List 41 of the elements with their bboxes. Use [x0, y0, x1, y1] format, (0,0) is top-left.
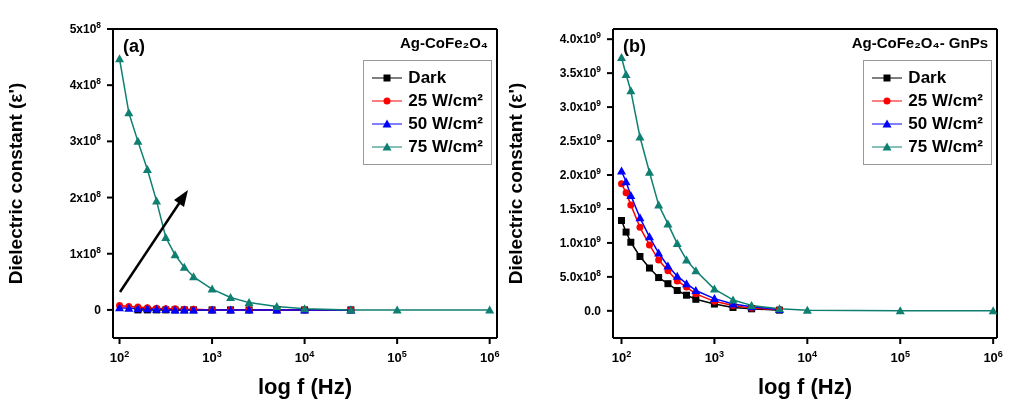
chart-title: (b) [623, 36, 646, 57]
x-tick-label: 10$^{2}$ [109, 349, 130, 365]
x-tick-label: 10$^{5}$ [387, 349, 407, 365]
y-axis-title: Dielectric constant (ε') [504, 82, 526, 285]
x-tick-label: 10$^{3}$ [704, 349, 725, 365]
y-tick-label: 0 [94, 302, 102, 317]
y-tick-label: 1.0x10$^{9}$ [559, 233, 602, 250]
annotation: Ag-CoFe₂O₄- GnPs [851, 34, 988, 51]
x-axis-title: log f (Hz) [257, 373, 353, 399]
x-tick-label: 10$^{4}$ [797, 349, 819, 365]
y-tick-label: 2.5x10$^{9}$ [559, 132, 602, 149]
y-tick-label: 4x10$^{8}$ [69, 76, 102, 93]
x-tick-label: 10$^{6}$ [983, 349, 1003, 365]
y-tick-label: 1x10$^{8}$ [69, 244, 102, 261]
x-tick-label: 10$^{5}$ [890, 349, 911, 365]
y-tick-label: 3x10$^{8}$ [69, 132, 102, 149]
y-tick-label: 3.5x10$^{9}$ [559, 64, 602, 81]
legend-label: 50 W/cm² [408, 114, 483, 134]
y-tick-label: 4.0x10$^{9}$ [559, 30, 602, 47]
legend-label: 75 W/cm² [408, 137, 483, 157]
x-axis-title: log f (Hz) [757, 373, 853, 399]
y-tick-label: 2x10$^{8}$ [69, 188, 102, 205]
legend-label: 75 W/cm² [908, 137, 983, 157]
legend-label: 50 W/cm² [908, 114, 983, 134]
x-tick-label: 10$^{6}$ [479, 349, 500, 365]
annotation: Ag-CoFe₂O₄ [400, 34, 488, 51]
legend-label: Dark [908, 68, 947, 88]
legend-label: Dark [408, 68, 447, 88]
chart-title: (a) [123, 36, 145, 57]
x-tick-label: 10$^{4}$ [294, 349, 316, 365]
x-tick-label: 10$^{3}$ [202, 349, 222, 365]
y-tick-label: 1.5x10$^{9}$ [559, 199, 602, 216]
y-tick-label: 2.0x10$^{9}$ [559, 166, 602, 183]
y-tick-label: 3.0x10$^{9}$ [559, 98, 602, 115]
y-tick-label: 0.0 [584, 303, 602, 318]
legend-label: 25 W/cm² [408, 91, 483, 111]
x-tick-label: 10$^{2}$ [611, 349, 632, 365]
legend-label: 25 W/cm² [908, 91, 983, 111]
y-tick-label: 5.0x10$^{8}$ [559, 267, 602, 284]
y-axis-title: Dielectric constant (ε') [4, 82, 26, 285]
y-tick-label: 5x10$^{8}$ [69, 20, 102, 36]
